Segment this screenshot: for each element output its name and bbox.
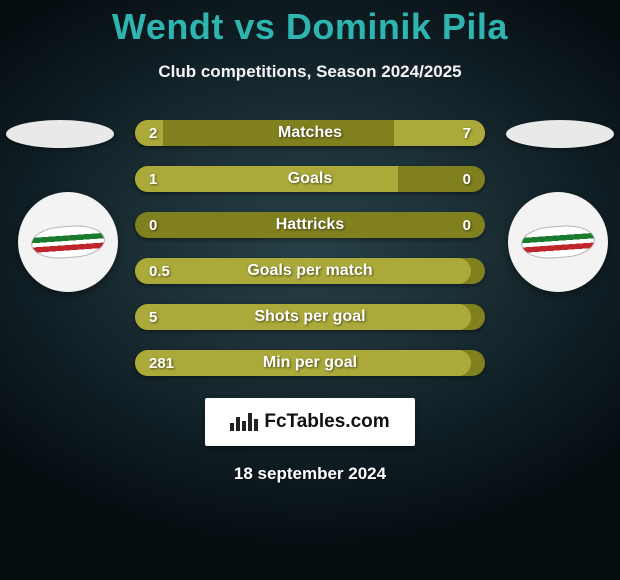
stat-value-left: 2 — [149, 120, 157, 146]
stat-bar-left — [135, 304, 471, 330]
player-left-club-badge — [18, 192, 118, 292]
comparison-chart: 27Matches10Goals00Hattricks0.5Goals per … — [0, 120, 620, 390]
stat-row: 281Min per goal — [135, 350, 485, 376]
stat-value-left: 5 — [149, 304, 157, 330]
stat-bars-container: 27Matches10Goals00Hattricks0.5Goals per … — [135, 120, 485, 396]
brand-logo: FcTables.com — [205, 398, 415, 446]
date-text: 18 september 2024 — [0, 464, 620, 484]
page-title: Wendt vs Dominik Pila — [0, 0, 620, 48]
stat-row: 5Shots per goal — [135, 304, 485, 330]
club-flag-icon — [520, 223, 596, 260]
player-right-club-badge — [508, 192, 608, 292]
stat-bar-left — [135, 258, 471, 284]
stat-value-right: 7 — [463, 120, 471, 146]
stat-value-left: 0.5 — [149, 258, 170, 284]
stat-bar-left — [135, 350, 471, 376]
club-flag-icon — [30, 223, 106, 260]
stat-value-right: 0 — [463, 212, 471, 238]
player-right-avatar-placeholder — [506, 120, 614, 148]
stat-value-left: 0 — [149, 212, 157, 238]
stat-bar-right — [394, 120, 485, 146]
player-left-avatar-placeholder — [6, 120, 114, 148]
stat-row: 00Hattricks — [135, 212, 485, 238]
brand-icon — [230, 413, 258, 431]
stat-row: 27Matches — [135, 120, 485, 146]
stat-value-left: 281 — [149, 350, 174, 376]
stat-bar-left — [135, 166, 398, 192]
stat-row: 0.5Goals per match — [135, 258, 485, 284]
stat-value-left: 1 — [149, 166, 157, 192]
subtitle: Club competitions, Season 2024/2025 — [0, 62, 620, 82]
stat-row: 10Goals — [135, 166, 485, 192]
brand-text: FcTables.com — [264, 411, 389, 433]
stat-value-right: 0 — [463, 166, 471, 192]
